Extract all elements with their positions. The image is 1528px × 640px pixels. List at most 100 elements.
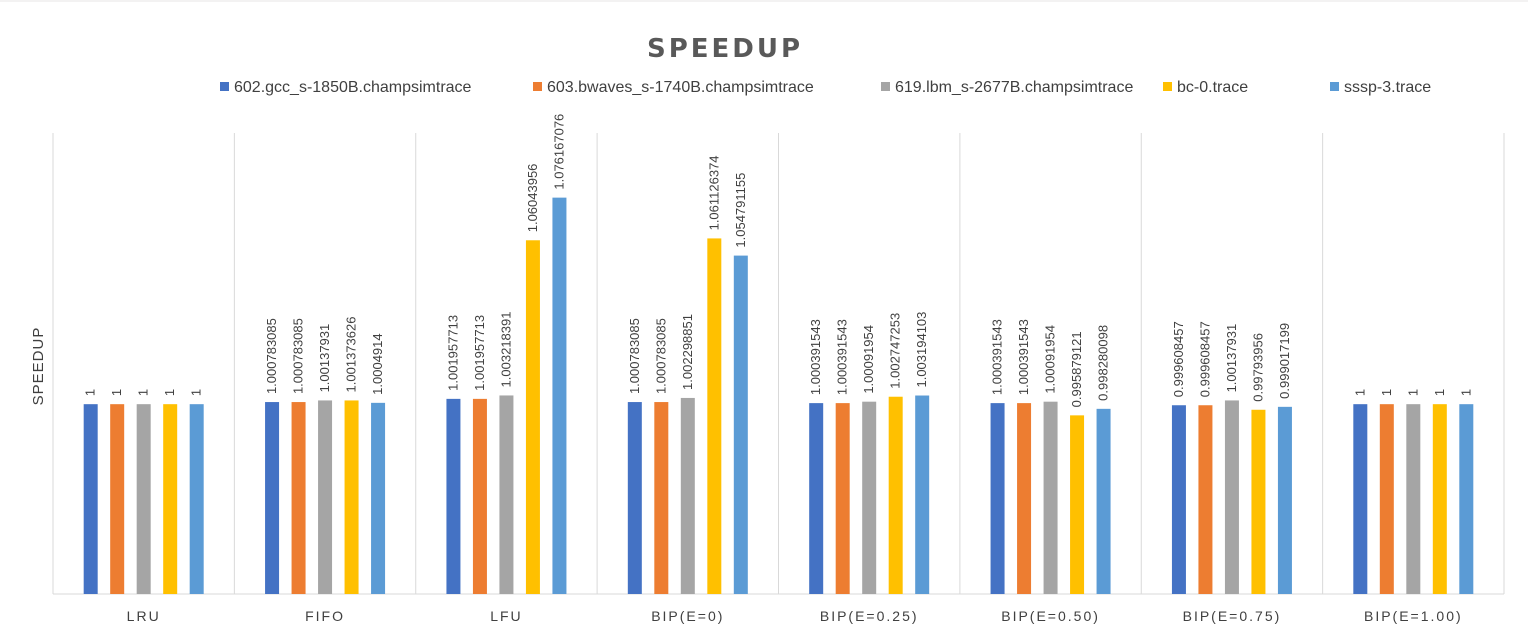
bar — [291, 402, 306, 594]
bar — [189, 404, 204, 594]
bar — [552, 197, 567, 595]
bar — [1251, 409, 1266, 594]
data-label: 1.00137931 — [317, 324, 332, 393]
bar — [1070, 415, 1085, 594]
legend-item: sssp-3.trace — [1330, 79, 1431, 96]
x-tick-label: BIP(E=0.25) — [820, 608, 919, 624]
data-label: 1 — [83, 389, 98, 396]
bar — [888, 396, 903, 594]
bar — [163, 404, 178, 594]
bar — [371, 402, 386, 594]
bar — [1459, 404, 1474, 594]
legend-swatch — [1163, 82, 1172, 91]
data-label: 1 — [109, 389, 124, 396]
data-label: 1.000391543 — [990, 319, 1005, 395]
x-tick-label: LRU — [127, 608, 161, 624]
data-label: 1.061126374 — [706, 155, 721, 230]
data-label: 1.002747253 — [888, 313, 903, 389]
data-label: 0.999017199 — [1277, 323, 1292, 399]
bar — [733, 255, 748, 594]
bar — [318, 400, 333, 594]
bar — [1198, 405, 1213, 594]
bar — [344, 400, 359, 594]
x-tick-label: BIP(E=0) — [651, 608, 724, 624]
legend-label: 619.lbm_s-2677B.champsimtrace — [895, 79, 1133, 96]
bar — [472, 398, 487, 594]
legend-label: bc-0.trace — [1177, 79, 1248, 96]
data-label: 1 — [162, 389, 177, 396]
x-tick-label: BIP(E=0.50) — [1001, 608, 1100, 624]
bar — [265, 402, 280, 594]
bar — [809, 403, 824, 594]
data-label: 1.000391543 — [1016, 319, 1031, 395]
bar — [1379, 404, 1394, 594]
legend: 602.gcc_s-1850B.champsimtrace 603.bwaves_… — [220, 79, 1431, 96]
data-label: 1.0004914 — [370, 333, 385, 394]
data-label: 0.995879121 — [1069, 331, 1084, 407]
bar — [136, 404, 151, 594]
data-label: 1.003194103 — [914, 312, 929, 388]
x-tick-label: BIP(E=0.75) — [1183, 608, 1282, 624]
bar — [915, 395, 930, 594]
bar — [499, 395, 514, 594]
legend-item: bc-0.trace — [1163, 79, 1248, 96]
legend-item: 603.bwaves_s-1740B.champsimtrace — [533, 79, 814, 96]
data-label: 1.002298851 — [680, 314, 695, 390]
data-label: 1.000783085 — [653, 318, 668, 394]
legend-swatch — [220, 82, 229, 91]
x-tick-label: LFU — [490, 608, 522, 624]
legend-label: sssp-3.trace — [1344, 79, 1431, 96]
data-label: 0.999608457 — [1197, 321, 1212, 397]
data-label: 1.076167076 — [551, 114, 566, 190]
x-tick-label: BIP(E=1.00) — [1364, 608, 1463, 624]
bar — [1406, 404, 1421, 594]
data-label: 1.000783085 — [264, 318, 279, 394]
data-label: 1.00091954 — [861, 325, 876, 394]
plot-area: 1 1 1 1 1 LRU 1.000783085 1.000783085 1.00137931… — [52, 114, 1505, 624]
y-axis-label: SPEEDUP — [30, 327, 47, 406]
data-label: 1.000783085 — [291, 318, 306, 394]
data-label: 1.00137931 — [1224, 324, 1239, 393]
data-label: 1 — [1432, 389, 1447, 396]
data-label: 0.998280098 — [1096, 325, 1111, 401]
bar — [680, 397, 695, 594]
data-label: 1 — [1405, 389, 1420, 396]
data-label: 1.003218391 — [498, 312, 513, 388]
bar — [862, 401, 877, 594]
data-label: 1.001957713 — [472, 315, 487, 391]
bar — [1432, 404, 1447, 594]
data-label: 1.000391543 — [808, 319, 823, 395]
data-label: 0.99793956 — [1250, 333, 1265, 402]
data-label: 0.999608457 — [1171, 321, 1186, 397]
legend-label: 603.bwaves_s-1740B.champsimtrace — [547, 79, 814, 96]
data-label: 1 — [1379, 389, 1394, 396]
legend-item: 602.gcc_s-1850B.champsimtrace — [220, 79, 472, 96]
bar — [1353, 404, 1368, 594]
bar — [83, 404, 98, 594]
bar — [990, 403, 1005, 594]
legend-label: 602.gcc_s-1850B.champsimtrace — [234, 79, 472, 96]
bar — [1096, 408, 1111, 594]
data-label: 1 — [1458, 389, 1473, 396]
data-label: 1.06043956 — [525, 164, 540, 233]
data-label: 1.00091954 — [1043, 325, 1058, 394]
data-label: 1.000783085 — [627, 318, 642, 394]
bar — [1043, 401, 1058, 594]
bar — [627, 402, 642, 594]
data-label: 1 — [1352, 389, 1367, 396]
data-label: 1 — [136, 389, 151, 396]
legend-swatch — [881, 82, 890, 91]
chart-title: SPEEDUP — [647, 34, 803, 64]
legend-swatch — [1330, 82, 1339, 91]
bar — [835, 403, 850, 594]
data-label: 1.000391543 — [835, 319, 850, 395]
bar — [110, 404, 125, 594]
legend-item: 619.lbm_s-2677B.champsimtrace — [881, 79, 1133, 96]
bar — [525, 240, 540, 594]
bar — [1277, 406, 1292, 594]
x-tick-label: FIFO — [305, 608, 345, 624]
bar — [707, 238, 722, 594]
data-label: 1 — [189, 389, 204, 396]
bar — [1017, 403, 1032, 594]
